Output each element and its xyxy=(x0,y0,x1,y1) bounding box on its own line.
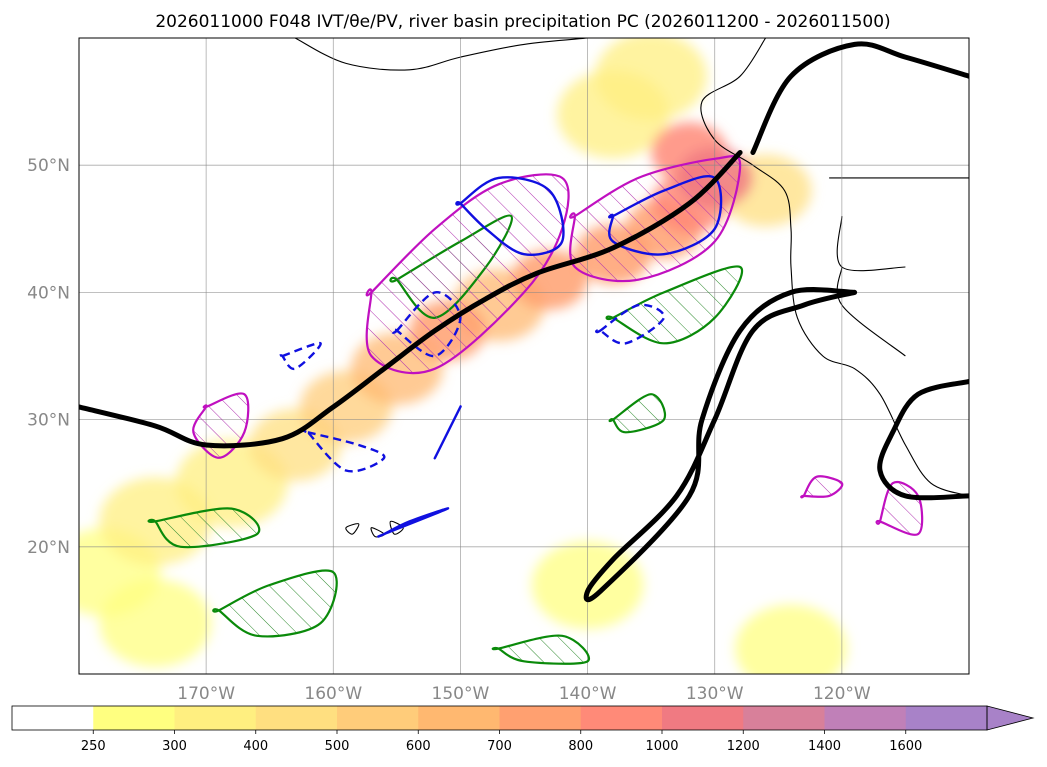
colorbar-tick-label: 300 xyxy=(162,739,187,754)
colorbar-tick-label: 800 xyxy=(568,739,593,754)
colorbar-segment xyxy=(580,706,663,730)
lat-tick-label: 20°N xyxy=(27,538,70,558)
colorbar-tick-label: 1200 xyxy=(727,739,760,754)
theta-e-contour xyxy=(583,287,858,603)
colorbar-segment xyxy=(174,706,257,730)
map-layers xyxy=(79,38,969,674)
colorbar-segment xyxy=(824,706,907,730)
ivt-sample xyxy=(735,604,847,674)
lon-tick-label: 120°W xyxy=(813,684,871,704)
colorbar-segment xyxy=(418,706,500,730)
blue-dashed-contour xyxy=(595,303,666,345)
blue-dashed-contour xyxy=(277,341,322,371)
colorbar: 250 300 400 500 600 700 800 1000 1200 1400 1600 xyxy=(11,705,1035,754)
colorbar-segment xyxy=(499,706,582,730)
colorbar-segment xyxy=(337,706,419,730)
colorbar-segment xyxy=(905,706,988,730)
precip-pc-region xyxy=(212,569,338,638)
lat-tick-label: 30°N xyxy=(27,411,70,431)
colorbar-segment xyxy=(255,706,338,730)
colorbar-tick-label: 600 xyxy=(406,739,431,754)
pv-contour xyxy=(192,392,250,459)
blue-solid-contour xyxy=(433,405,462,460)
precip-pc-region xyxy=(147,507,261,549)
colorbar-extend-arrow xyxy=(986,705,1035,731)
island-outline xyxy=(345,523,360,535)
latitude-labels: 20°N 30°N 40°N 50°N xyxy=(27,156,70,558)
theta-e-contours xyxy=(79,41,969,603)
colorbar-tick-label: 400 xyxy=(243,739,268,754)
theta-e-contour xyxy=(877,378,969,501)
blue-dashed-contour xyxy=(301,427,386,473)
gridlines xyxy=(79,38,969,674)
precip-pc-region xyxy=(491,634,591,665)
longitude-labels: 170°W 160°W 150°W 140°W 130°W 120°W xyxy=(177,684,871,704)
colorbar-segment xyxy=(743,706,825,730)
coastline-segment xyxy=(700,38,969,497)
lon-tick-label: 140°W xyxy=(559,684,617,704)
colorbar-tick-label: 1600 xyxy=(889,739,922,754)
lon-tick-label: 170°W xyxy=(177,684,235,704)
theta-e-front xyxy=(79,150,743,449)
lat-tick-label: 50°N xyxy=(27,156,70,176)
colorbar-tick-label: 500 xyxy=(325,739,350,754)
island-outline xyxy=(389,520,404,535)
colorbar-segment xyxy=(12,706,94,730)
pv-contour xyxy=(800,475,844,499)
colorbar-segment xyxy=(662,706,744,730)
coastline-segment xyxy=(294,38,588,71)
blue-solid-contour xyxy=(377,507,449,538)
colorbar-tick-label: 250 xyxy=(81,739,106,754)
theta-e-contour xyxy=(750,41,969,155)
map-background xyxy=(79,38,969,674)
colorbar-tick-label: 700 xyxy=(487,739,512,754)
blue-dashed-contour xyxy=(390,291,462,358)
lat-tick-label: 40°N xyxy=(27,283,70,303)
lon-tick-label: 150°W xyxy=(432,684,490,704)
map-frame xyxy=(78,37,970,675)
blue-contours xyxy=(277,175,723,538)
lon-tick-label: 160°W xyxy=(304,684,362,704)
blue-solid-contour xyxy=(455,176,565,256)
ivt-sample xyxy=(557,70,669,159)
lon-tick-label: 130°W xyxy=(686,684,744,704)
precip-pc-region xyxy=(608,393,667,434)
precip-pc-region xyxy=(605,265,743,345)
ivt-sample xyxy=(99,579,212,668)
colorbar-tick-label: 1400 xyxy=(808,739,841,754)
chart-title: 2026011000 F048 IVT/θe/PV, river basin p… xyxy=(155,12,890,32)
colorbar-segment xyxy=(93,706,175,730)
colorbar-tick-label: 1000 xyxy=(645,739,678,754)
pv-contour xyxy=(365,173,570,375)
blue-solid-contour xyxy=(608,175,723,256)
